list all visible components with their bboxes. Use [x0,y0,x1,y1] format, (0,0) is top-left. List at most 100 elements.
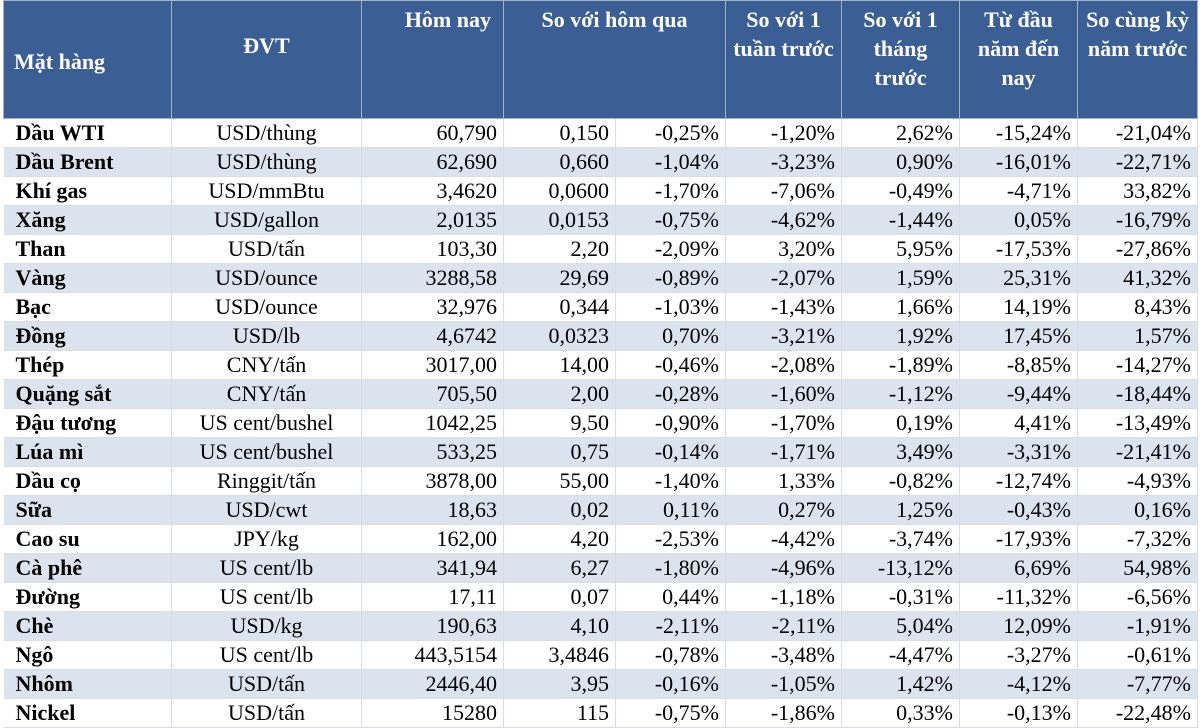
yoy-change-cell: -0,61% [1077,640,1198,670]
yoy-change-cell: 41,32% [1077,263,1198,293]
week-change-cell: -1,18% [725,582,842,612]
yoy-change-cell: -18,44% [1077,379,1198,409]
table-row: Lúa mì US cent/bushel 533,25 0,75 -0,14% -1,7… [3,437,1198,467]
ytd-change-cell: -8,85% [959,350,1078,380]
week-change-cell: -4,42% [725,524,842,554]
table-row: Sữa USD/cwt 18,63 0,02 0,11% 0,27% 1,25% -0,43%… [3,495,1198,525]
item-name-cell: Lúa mì [3,437,172,467]
item-name-cell: Khí gas [3,176,172,206]
item-name-cell: Sữa [3,495,172,525]
unit-cell: CNY/tấn [171,379,362,409]
month-change-cell: -0,31% [841,582,960,612]
unit-cell: USD/ounce [171,263,362,293]
unit-cell: USD/thùng [171,118,362,148]
change-cell: 0,0153 [503,205,616,235]
today-price-cell: 162,00 [361,524,504,554]
week-change-cell: -4,62% [725,205,842,235]
yoy-change-cell: -6,56% [1077,582,1198,612]
change-cell: 3,4846 [503,640,616,670]
change-percent-cell: -0,75% [615,205,726,235]
change-percent-cell: -0,78% [615,640,726,670]
yoy-change-cell: -4,93% [1077,466,1198,496]
change-cell: 4,10 [503,611,616,641]
ytd-change-cell: -16,01% [959,147,1078,177]
today-price-cell: 3288,58 [361,263,504,293]
table-row: Dầu cọ Ringgit/tấn 3878,00 55,00 -1,40% 1,33%… [3,466,1198,496]
week-change-cell: -2,07% [725,263,842,293]
change-percent-cell: -1,70% [615,176,726,206]
yoy-change-cell: -7,77% [1077,669,1198,699]
header-today: Hôm nay [361,0,504,119]
month-change-cell: 1,66% [841,292,960,322]
change-percent-cell: -1,04% [615,147,726,177]
today-price-cell: 533,25 [361,437,504,467]
ytd-change-cell: -3,31% [959,437,1078,467]
item-name-cell: Bạc [3,292,172,322]
change-cell: 2,20 [503,234,616,264]
week-change-cell: -1,86% [725,698,842,728]
month-change-cell: -1,89% [841,350,960,380]
unit-cell: USD/ounce [171,292,362,322]
item-name-cell: Dầu WTI [3,118,172,148]
table-row: Cà phê US cent/lb 341,94 6,27 -1,80% -4,96% -1… [3,553,1198,583]
week-change-cell: -1,70% [725,408,842,438]
today-price-cell: 18,63 [361,495,504,525]
yoy-change-cell: -14,27% [1077,350,1198,380]
today-price-cell: 4,6742 [361,321,504,351]
change-cell: 2,00 [503,379,616,409]
change-cell: 0,660 [503,147,616,177]
week-change-cell: -2,11% [725,611,842,641]
unit-cell: USD/thùng [171,147,362,177]
unit-cell: JPY/kg [171,524,362,554]
yoy-change-cell: -13,49% [1077,408,1198,438]
unit-cell: US cent/lb [171,640,362,670]
month-change-cell: -4,47% [841,640,960,670]
month-change-cell: -1,12% [841,379,960,409]
item-name-cell: Nickel [3,698,172,728]
table-body: Dầu WTI USD/thùng 60,790 0,150 -0,25% -1,20% 2… [3,118,1198,728]
unit-cell: USD/lb [171,321,362,351]
table-row: Dầu WTI USD/thùng 60,790 0,150 -0,25% -1,20% 2… [3,118,1198,148]
yoy-change-cell: 33,82% [1077,176,1198,206]
item-name-cell: Chè [3,611,172,641]
week-change-cell: 3,20% [725,234,842,264]
item-name-cell: Đồng [3,321,172,351]
yoy-change-cell: -16,79% [1077,205,1198,235]
week-change-cell: -3,48% [725,640,842,670]
ytd-change-cell: 14,19% [959,292,1078,322]
today-price-cell: 341,94 [361,553,504,583]
today-price-cell: 32,976 [361,292,504,322]
ytd-change-cell: -15,24% [959,118,1078,148]
change-cell: 0,75 [503,437,616,467]
change-cell: 6,27 [503,553,616,583]
change-percent-cell: -0,16% [615,669,726,699]
today-price-cell: 2,0135 [361,205,504,235]
month-change-cell: 1,25% [841,495,960,525]
change-cell: 4,20 [503,524,616,554]
change-cell: 0,344 [503,292,616,322]
change-percent-cell: 0,70% [615,321,726,351]
week-change-cell: 0,27% [725,495,842,525]
change-cell: 115 [503,698,616,728]
change-percent-cell: -2,53% [615,524,726,554]
yoy-change-cell: 8,43% [1077,292,1198,322]
unit-cell: USD/kg [171,611,362,641]
unit-cell: Ringgit/tấn [171,466,362,496]
today-price-cell: 190,63 [361,611,504,641]
week-change-cell: -1,71% [725,437,842,467]
ytd-change-cell: -4,71% [959,176,1078,206]
change-percent-cell: -1,80% [615,553,726,583]
week-change-cell: -1,05% [725,669,842,699]
header-vs-week: So với 1 tuần trước [725,0,842,119]
yoy-change-cell: -21,04% [1077,118,1198,148]
unit-cell: USD/gallon [171,205,362,235]
today-price-cell: 443,5154 [361,640,504,670]
unit-cell: US cent/bushel [171,437,362,467]
unit-cell: USD/tấn [171,698,362,728]
today-price-cell: 2446,40 [361,669,504,699]
month-change-cell: -13,12% [841,553,960,583]
item-name-cell: Cà phê [3,553,172,583]
table-row: Đồng USD/lb 4,6742 0,0323 0,70% -3,21% 1,92% 17… [3,321,1198,351]
month-change-cell: 1,92% [841,321,960,351]
week-change-cell: -3,23% [725,147,842,177]
